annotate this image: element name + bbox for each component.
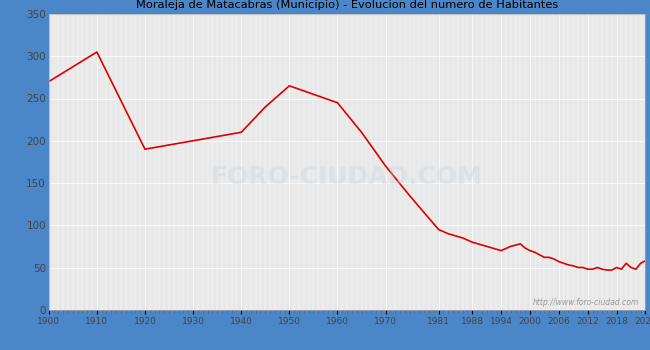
Text: http://www.foro-ciudad.com: http://www.foro-ciudad.com bbox=[533, 298, 640, 307]
Title: Moraleja de Matacabras (Municipio) - Evolucion del numero de Habitantes: Moraleja de Matacabras (Municipio) - Evo… bbox=[136, 0, 558, 10]
Text: FORO-CIUDAD.COM: FORO-CIUDAD.COM bbox=[211, 164, 483, 189]
